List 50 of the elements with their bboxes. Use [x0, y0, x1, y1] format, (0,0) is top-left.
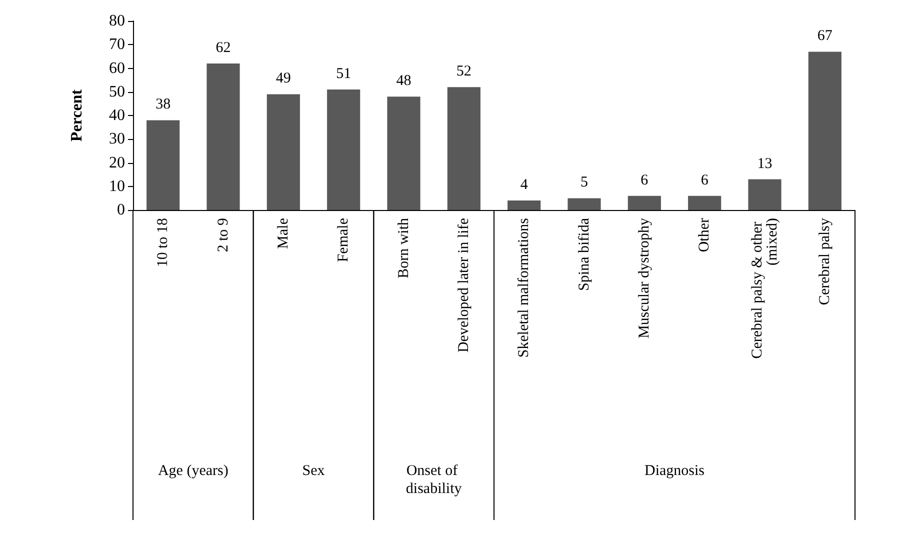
- data-label: 6: [640, 172, 649, 188]
- y-tick-label: 80: [109, 12, 125, 30]
- bar: [266, 94, 300, 210]
- bar: [568, 198, 601, 210]
- x-tick-label: 10 to 18: [155, 218, 172, 268]
- x-tick-label: 2 to 9: [215, 218, 232, 252]
- data-label: 4: [520, 177, 528, 194]
- x-tick-label: Other: [696, 218, 713, 252]
- data-label: 49: [276, 70, 291, 87]
- bar: [327, 90, 360, 210]
- x-tick-label: Born with: [396, 218, 412, 278]
- bar: [748, 179, 782, 210]
- y-tick-label: 70: [109, 36, 125, 54]
- data-label: 52: [456, 64, 472, 80]
- text: Diagnosis: [644, 463, 705, 479]
- data-label: 67: [817, 28, 833, 44]
- y-axis-title: Percent: [68, 88, 86, 142]
- data-label: 48: [396, 73, 412, 90]
- data-label: 5: [580, 174, 588, 191]
- bar: [146, 120, 180, 210]
- x-tick-label: Developed later in life: [456, 218, 472, 353]
- x-tick-label: Cerebral palsy & other (mixed): [749, 218, 780, 359]
- text: Age (years): [158, 463, 228, 479]
- x-tick-label: Spina bifida: [576, 218, 592, 291]
- data-label: 62: [216, 40, 231, 56]
- bar: [808, 52, 842, 210]
- text: Onset of disability: [406, 463, 462, 497]
- bar: [688, 196, 722, 210]
- bar: [628, 196, 661, 210]
- bar: [447, 87, 480, 210]
- x-tick-label: Muscular dystrophy: [636, 218, 652, 338]
- y-tick-label: 10: [109, 178, 125, 195]
- y-tick-label: 50: [109, 83, 125, 100]
- bar: [206, 64, 240, 210]
- x-tick-label: Female: [336, 218, 352, 262]
- x-tick-label: Skeletal malformations: [516, 218, 532, 358]
- bar: [387, 96, 420, 210]
- x-tick-label: Male: [275, 218, 292, 249]
- data-label: 51: [336, 66, 352, 82]
- x-tick-label: Cerebral palsy: [816, 218, 833, 306]
- data-label: 38: [156, 96, 171, 113]
- y-tick-label: 0: [117, 202, 125, 218]
- bar: [508, 200, 541, 210]
- y-tick-label: 60: [109, 60, 125, 77]
- y-tick-label: 40: [109, 107, 125, 124]
- data-label: 6: [700, 172, 709, 188]
- y-tick-label: 30: [109, 130, 125, 148]
- y-tick-label: 20: [109, 154, 125, 172]
- data-label: 13: [757, 156, 772, 172]
- text: Sex: [302, 463, 326, 479]
